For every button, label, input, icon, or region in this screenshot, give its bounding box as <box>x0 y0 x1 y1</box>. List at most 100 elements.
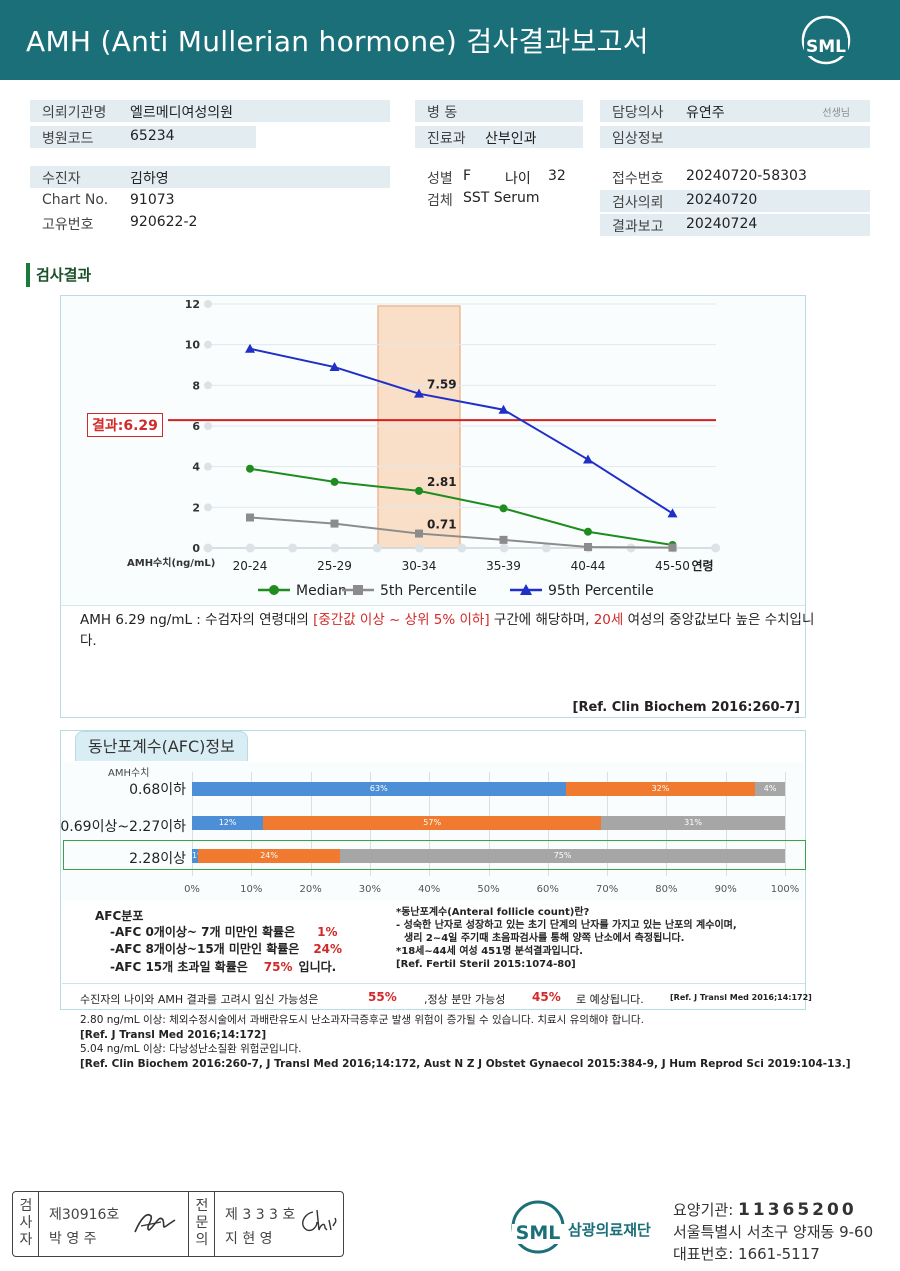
p5-point <box>246 513 254 522</box>
x-tick-dot <box>245 543 255 553</box>
desc-part3: 여성의 중앙값보다 높은 수치입니다. <box>80 612 815 649</box>
x-tick-dot <box>330 543 340 553</box>
afc-x-tick: 40% <box>418 884 441 895</box>
y-tick-dot <box>204 462 212 471</box>
y-tick-dot <box>204 381 212 390</box>
result-tag: 결과:6.29 <box>87 413 163 437</box>
tester-name: 박 영 주 <box>49 1231 97 1247</box>
svg-text:SML: SML <box>516 1222 561 1244</box>
afc-dist-line1: -AFC 0개이상~ 7개 미만인 확률은 1% <box>110 925 338 939</box>
afc-bar-segment: 31% <box>601 816 785 830</box>
result-description: AMH 6.29 ng/mL : 수검자의 연령대의 [중간값 이상 ~ 상위 … <box>80 610 815 652</box>
afc-bar-segment: 57% <box>263 816 602 830</box>
tester-signature-icon <box>134 1214 176 1233</box>
series-line-2 <box>249 347 674 515</box>
section-title: 검사결과 <box>26 263 91 287</box>
footer-address: 서울특별시 서초구 양재동 9-60 <box>673 1223 874 1241</box>
legend-label: 5th Percentile <box>380 583 477 599</box>
desc-age: 20세 <box>593 612 624 628</box>
report-header: AMH (Anti Mullerian hormone) 검사결과보고서 SML <box>0 0 900 80</box>
y-tick-dot <box>204 503 212 512</box>
p5-point <box>499 535 508 544</box>
afc-bar-row: 63% 32% 4% <box>192 782 785 796</box>
y-tick-dot <box>204 300 212 308</box>
afc-bar-segment: 12% <box>192 816 264 830</box>
x-tick-dot <box>288 543 298 553</box>
x-tick-dot <box>541 543 551 553</box>
afc-bar-segment: 24% <box>197 849 341 863</box>
x-tick-label: 45-50 <box>655 559 690 573</box>
info-doctor: 담당의사 유연주 선생님 <box>600 100 870 122</box>
info-institution: 의뢰기관명 엘르메디여성의원 <box>30 100 390 122</box>
y-tick-label: 10 <box>185 339 201 352</box>
afc-x-tick: 100% <box>770 884 800 895</box>
afc-x-tick: 90% <box>714 884 737 895</box>
specialist-name: 지 현 영 <box>225 1231 273 1247</box>
median-point <box>584 527 592 536</box>
p5-point <box>415 529 423 538</box>
x-axis-suffix: 연령 <box>691 558 713 573</box>
info-department: 진료과 산부인과 <box>415 126 583 148</box>
footnotes: 2.80 ng/mL 이상: 체외수정시술에서 과배란유도시 난소과자극증후군 … <box>80 1014 851 1070</box>
point-label: 7.59 <box>427 378 457 392</box>
x-tick-dot <box>415 543 424 553</box>
legend-marker <box>353 585 363 595</box>
p95-point <box>667 508 678 518</box>
highlight-band <box>377 305 461 549</box>
specialist-signature-icon <box>302 1209 337 1232</box>
afc-x-tick: 50% <box>477 884 500 895</box>
legend-label: 95th Percentile <box>548 583 654 599</box>
footer-code: 요양기관: 11365200 <box>673 1200 857 1220</box>
legend-marker <box>269 585 279 595</box>
median-point <box>415 486 423 495</box>
info-hospital-code: 병원코드 65234 <box>30 126 256 148</box>
report-title: AMH (Anti Mullerian hormone) 검사결과보고서 <box>26 25 649 58</box>
point-label: 2.81 <box>427 475 457 489</box>
x-tick-label: 20-24 <box>233 559 268 573</box>
series-line-0 <box>249 467 673 546</box>
afc-bar-segment: 4% <box>755 782 785 796</box>
x-tick-dot <box>372 543 382 553</box>
info-ward: 병 동 <box>415 100 583 122</box>
p95-point <box>498 404 509 414</box>
point-label: 0.71 <box>427 518 457 532</box>
sml-logo-icon: SML <box>801 15 851 65</box>
afc-x-tick: 30% <box>358 884 382 895</box>
footer-phone: 대표번호: 1661-5117 <box>673 1245 820 1263</box>
x-tick-dot <box>499 543 509 553</box>
afc-dist-line2: -AFC 8개이상~15개 미만인 확률은 24% <box>110 942 343 956</box>
x-tick-label: 35-39 <box>486 559 521 573</box>
y-tick-label: 6 <box>192 420 200 433</box>
y-tick-label: 4 <box>192 461 200 474</box>
x-tick-label: 30-34 <box>402 559 437 573</box>
p5-point <box>584 542 592 551</box>
info-receipt: 접수번호 20240720-58303 <box>612 168 807 187</box>
desc-part2: 구간에 해당하며, <box>489 612 594 628</box>
afc-dist-line3: -AFC 15개 초과일 확률은 75% 입니다. <box>110 960 337 974</box>
x-tick-label: 25-29 <box>317 559 352 573</box>
median-point <box>246 464 254 473</box>
afc-x-tick: 20% <box>299 884 322 895</box>
y-tick-label: 8 <box>192 379 200 392</box>
desc-part1: AMH 6.29 ng/mL : 수검자의 연령대의 <box>80 612 314 628</box>
sml-footer-logo-icon: SML <box>511 1200 566 1254</box>
chart-reference: [Ref. Clin Biochem 2016:260-7] <box>572 700 800 715</box>
amh-line-chart: 0 2 4 6 8 10 12 20-24 25-29 30-34 35-39 40-44 45-50 연… <box>127 298 721 599</box>
info-patient: 수진자 김하영 <box>30 166 390 188</box>
x-tick-dot <box>711 543 721 553</box>
afc-bar-segment: 75% <box>340 849 785 863</box>
legend-label: Median <box>296 583 347 599</box>
median-point <box>330 477 339 486</box>
info-report-date: 결과보고 20240724 <box>600 214 870 236</box>
x-tick-dot <box>457 543 467 553</box>
info-unique-id: 고유번호 920622-2 <box>42 214 198 233</box>
afc-x-tick: 80% <box>655 884 678 895</box>
desc-range: [중간값 이상 ~ 상위 5% 이하] <box>313 612 490 628</box>
info-sex-age: 성별 F 나이 32 <box>427 168 566 187</box>
afc-bar-segment: 32% <box>565 782 756 796</box>
afc-x-tick: 70% <box>595 884 619 895</box>
info-request-date: 검사의뢰 20240720 <box>600 190 870 212</box>
afc-x-tick: 10% <box>240 884 263 895</box>
